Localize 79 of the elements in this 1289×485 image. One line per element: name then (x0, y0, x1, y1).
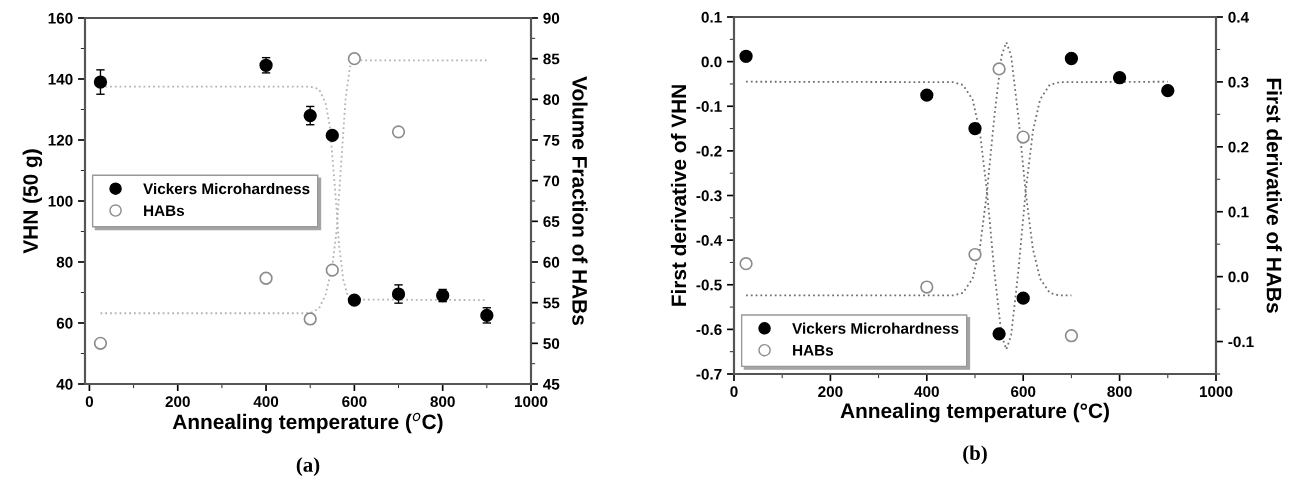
y2-tick-label: 80 (543, 94, 560, 106)
point (93, 336, 108, 350)
point (920, 280, 934, 294)
point (347, 293, 362, 307)
legend-label: Vickers Microhardness (792, 322, 959, 334)
y2-tick-label: -0.1 (1228, 336, 1254, 348)
point (1161, 83, 1175, 98)
y2-tick-label: 0.0 (1228, 271, 1249, 283)
y2-tick-label: 90 (543, 12, 560, 24)
x-axis-title: Annealing temperature (°C) (840, 402, 1109, 423)
x-tick-label: 0 (85, 396, 94, 408)
y-tick-label: -0.6 (696, 324, 722, 336)
text: (b) (963, 445, 987, 465)
point (992, 62, 1006, 76)
point (259, 271, 273, 285)
y2-tick-label: 45 (543, 379, 560, 390)
point (992, 327, 1006, 341)
y-tick-label: -0.1 (696, 101, 722, 112)
legend-label: HABs (144, 205, 185, 217)
y-tick-label: -0.4 (696, 234, 723, 246)
point (1016, 130, 1030, 144)
y2-tick-label: 50 (543, 338, 560, 350)
x-tick-label: 800 (430, 396, 455, 408)
y-tick-label: 140 (48, 73, 73, 85)
legend-label: Vickers Microhardness (143, 182, 310, 195)
x-tick-label: 1000 (1199, 386, 1233, 398)
point (968, 247, 982, 262)
y-tick-label: 40 (56, 378, 73, 390)
point (739, 257, 753, 271)
y2-tick-label: 85 (543, 53, 560, 65)
point (325, 128, 339, 143)
y-tick-label: 100 (48, 195, 73, 207)
point (739, 49, 753, 63)
y-tick-label: 80 (56, 256, 73, 268)
point (391, 125, 406, 139)
y2-tick-label: 60 (543, 256, 560, 268)
y-axis-title: VHN (50 g) (22, 149, 43, 254)
point (1112, 71, 1127, 85)
x-tick-label: 600 (342, 396, 367, 408)
y-tick-label: -0.5 (696, 279, 722, 291)
y-axis-title: First derivative of VHN (670, 85, 687, 306)
y-tick-label: -0.7 (696, 368, 722, 380)
x-tick-label: 200 (165, 396, 190, 408)
x-tick-label: 400 (914, 386, 939, 398)
y-tick-label: 0.1 (701, 11, 722, 23)
point (93, 75, 108, 89)
y2-tick-label: 0.2 (1228, 141, 1249, 153)
y2-tick-label: 0.3 (1228, 76, 1249, 88)
x-tick-label: 800 (1107, 386, 1132, 398)
text: (a) (296, 457, 320, 477)
y-tick-label: -0.3 (696, 190, 722, 202)
y2-tick-label: 65 (543, 216, 560, 228)
y2-axis-title: Volume Fraction of HABs (572, 76, 588, 325)
point (968, 121, 982, 136)
x-axis-title: Annealing temperature ($^{o}$C) (172, 412, 443, 434)
point (325, 263, 339, 277)
y2-axis-title: First derivative of HABs (1266, 78, 1282, 313)
x-tick-label: 0 (730, 386, 738, 398)
y-tick-label: 160 (48, 12, 73, 24)
y2-tick-label: 0.1 (1228, 206, 1249, 218)
point (1064, 329, 1079, 343)
point (303, 312, 317, 326)
x-tick-label: 600 (1011, 386, 1036, 398)
y-tick-label: -0.2 (696, 145, 722, 157)
y2-tick-label: 55 (543, 297, 560, 309)
point (347, 52, 362, 66)
point (920, 88, 934, 102)
point (1064, 51, 1079, 66)
y-tick-label: 120 (48, 134, 73, 146)
y2-tick-label: 0.4 (1228, 11, 1249, 23)
x-tick-label: 400 (253, 396, 279, 408)
y2-tick-label: 70 (543, 175, 560, 187)
legend-label: HABs (793, 345, 834, 356)
y-tick-label: 0.0 (701, 56, 722, 68)
point (1016, 291, 1030, 305)
x-tick-label: 1000 (514, 396, 548, 408)
x-tick-label: 200 (818, 386, 843, 398)
y-tick-label: 60 (56, 317, 73, 329)
y2-tick-label: 75 (543, 135, 560, 146)
